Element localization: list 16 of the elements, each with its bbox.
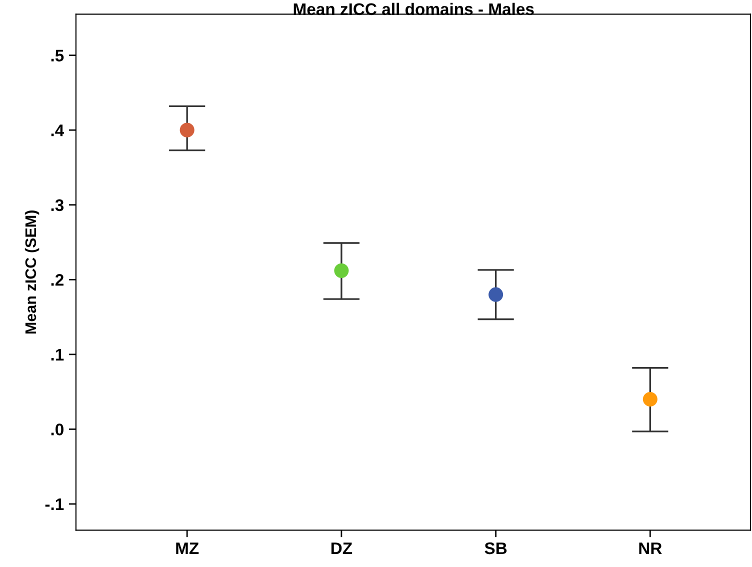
point bbox=[180, 122, 194, 138]
point bbox=[642, 392, 658, 407]
y-tick-label: .5 bbox=[51, 50, 64, 62]
x-tick-label: MZ bbox=[176, 542, 199, 554]
y-axis-title: Mean zICC (SEM) bbox=[24, 210, 40, 334]
y-tick-label: .1 bbox=[51, 348, 64, 360]
y-tick-label: .0 bbox=[51, 424, 64, 436]
x-tick-label: SB bbox=[484, 542, 507, 554]
y-tick-label: .2 bbox=[51, 274, 64, 286]
y-tick-label: -.1 bbox=[45, 498, 64, 510]
x-tick-label: DZ bbox=[331, 542, 352, 554]
x-tick-label: NR bbox=[639, 542, 662, 554]
y-tick-label: .3 bbox=[51, 199, 64, 212]
point bbox=[334, 263, 349, 278]
point bbox=[488, 287, 504, 302]
y-tick-label: .4 bbox=[51, 124, 64, 136]
